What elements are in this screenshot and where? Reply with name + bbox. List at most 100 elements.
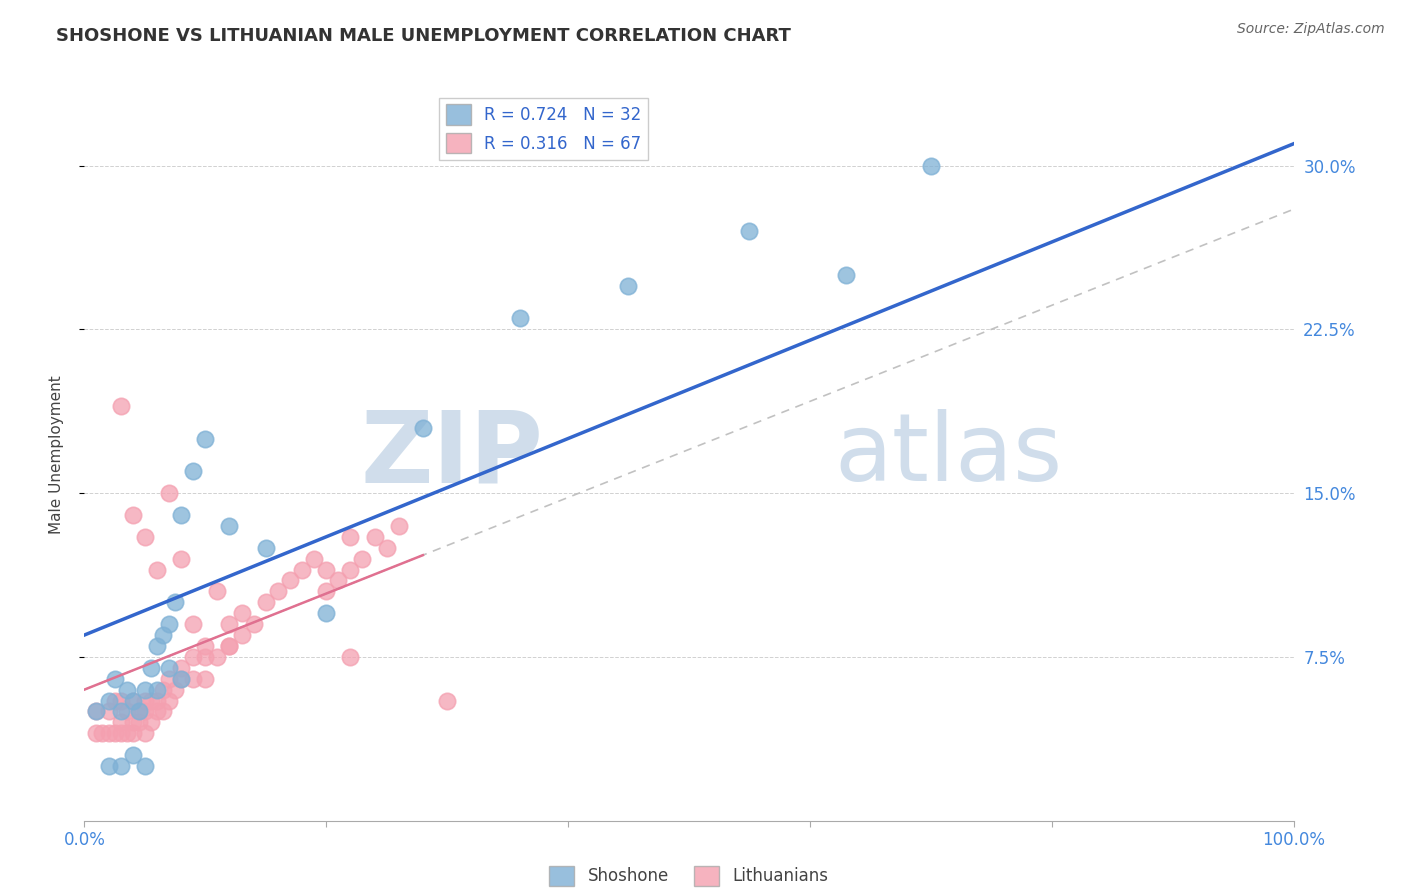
Point (339, 530, 361, 544)
Point (146, 563, 169, 577)
Point (436, 693, 458, 707)
Point (110, 693, 132, 707)
Point (315, 606, 337, 620)
Point (352, 551, 374, 566)
Text: atlas: atlas (834, 409, 1063, 501)
Point (194, 639, 217, 653)
Point (617, 278, 640, 293)
Point (121, 693, 143, 707)
Point (218, 519, 240, 533)
Point (97, 693, 120, 707)
Point (157, 693, 180, 707)
Point (291, 563, 314, 577)
Point (97, 705, 120, 719)
Point (104, 726, 127, 740)
Point (128, 705, 150, 719)
Point (194, 672, 217, 686)
Point (339, 563, 361, 577)
Point (194, 649, 217, 664)
Point (231, 628, 253, 642)
Point (146, 682, 169, 697)
Point (278, 574, 301, 588)
Point (181, 649, 204, 664)
Point (157, 617, 180, 632)
Point (738, 224, 761, 238)
Point (139, 715, 162, 730)
Y-axis label: Male Unemployment: Male Unemployment (49, 376, 63, 534)
Point (110, 715, 132, 730)
Point (110, 705, 132, 719)
Point (104, 693, 127, 707)
Text: SHOSHONE VS LITHUANIAN MALE UNEMPLOYMENT CORRELATION CHART: SHOSHONE VS LITHUANIAN MALE UNEMPLOYMENT… (56, 27, 792, 45)
Point (302, 551, 325, 566)
Point (152, 628, 174, 642)
Point (181, 464, 204, 478)
Point (91, 726, 114, 740)
Point (218, 617, 240, 632)
Point (110, 726, 132, 740)
Point (157, 486, 180, 500)
Point (139, 693, 162, 707)
Text: ZIP: ZIP (361, 407, 544, 503)
Point (181, 672, 204, 686)
Point (181, 617, 204, 632)
Point (115, 705, 138, 719)
Point (134, 726, 156, 740)
Point (920, 159, 942, 173)
Point (170, 508, 193, 522)
Point (146, 705, 169, 719)
Point (157, 672, 180, 686)
Text: Source: ZipAtlas.com: Source: ZipAtlas.com (1237, 22, 1385, 37)
Point (121, 693, 143, 707)
Point (128, 705, 150, 719)
Point (218, 639, 240, 653)
Point (412, 420, 434, 434)
Point (134, 682, 156, 697)
Point (86, 705, 108, 719)
Point (835, 268, 858, 282)
Point (328, 574, 350, 588)
Point (315, 563, 337, 577)
Point (110, 759, 132, 773)
Point (97, 759, 120, 773)
Point (146, 693, 169, 707)
Point (115, 682, 138, 697)
Point (146, 639, 169, 653)
Point (121, 508, 143, 522)
Point (157, 661, 180, 675)
Point (121, 748, 143, 763)
Point (134, 530, 156, 544)
Point (339, 649, 361, 664)
Point (207, 584, 229, 599)
Point (139, 661, 162, 675)
Point (86, 705, 108, 719)
Legend: Shoshone, Lithuanians: Shoshone, Lithuanians (543, 859, 835, 892)
Point (170, 661, 193, 675)
Point (110, 399, 132, 413)
Point (115, 726, 138, 740)
Point (152, 682, 174, 697)
Point (254, 541, 277, 555)
Point (97, 726, 120, 740)
Point (86, 726, 108, 740)
Point (170, 672, 193, 686)
Point (134, 705, 156, 719)
Point (509, 311, 531, 326)
Point (207, 649, 229, 664)
Point (170, 672, 193, 686)
Point (165, 682, 187, 697)
Point (388, 519, 411, 533)
Point (128, 715, 150, 730)
Point (152, 705, 174, 719)
Point (165, 595, 187, 609)
Point (363, 530, 385, 544)
Point (134, 759, 156, 773)
Point (242, 617, 264, 632)
Point (267, 584, 290, 599)
Point (254, 595, 277, 609)
Point (134, 693, 156, 707)
Point (121, 715, 143, 730)
Point (194, 432, 217, 446)
Point (104, 672, 127, 686)
Point (170, 551, 193, 566)
